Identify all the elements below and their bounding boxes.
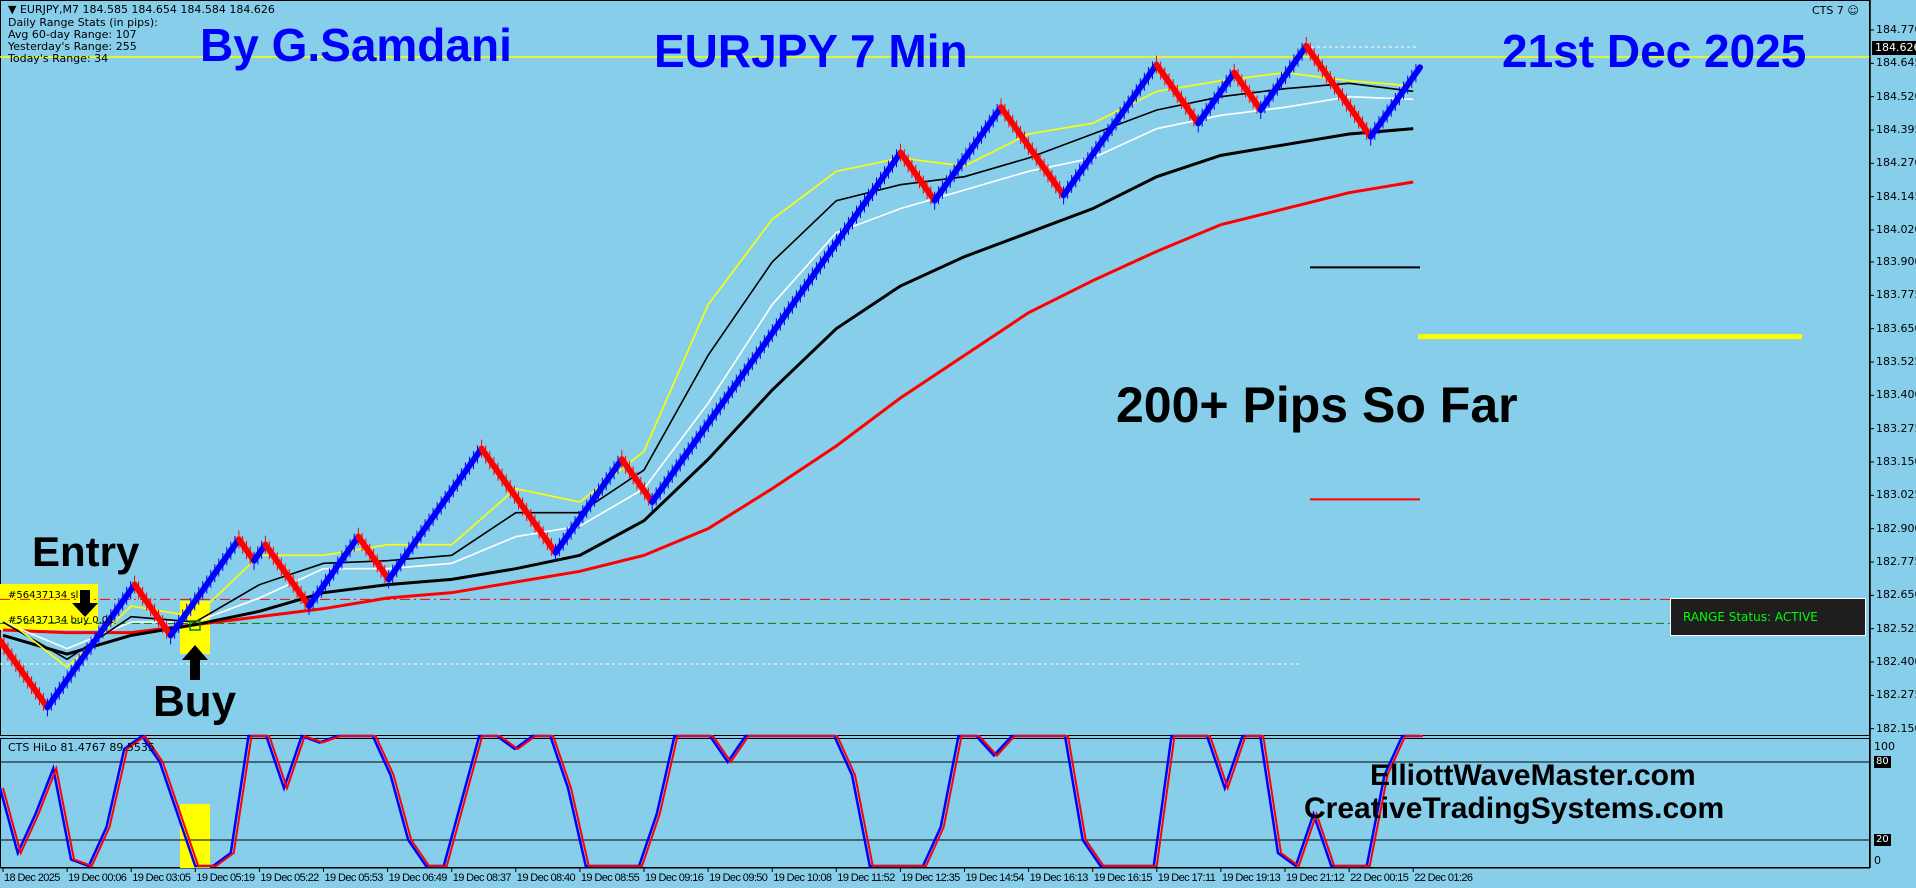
time-tick-label: 19 Dec 16:15 xyxy=(1093,872,1153,884)
price-tick-label: 183.400 xyxy=(1876,388,1916,402)
oscillator-tick-label: 20 xyxy=(1874,834,1891,846)
time-tick-label: 19 Dec 08:37 xyxy=(452,872,512,884)
time-tick-label: 19 Dec 10:08 xyxy=(773,872,832,884)
moving-average-line xyxy=(2,82,1414,661)
moving-average-line xyxy=(2,180,1414,635)
oscillator-pane xyxy=(0,734,1870,869)
time-tick-label: 19 Dec 05:19 xyxy=(196,872,255,884)
price-tick-label: 184.020 xyxy=(1876,223,1916,236)
time-tick-label: 19 Dec 00:06 xyxy=(68,872,127,884)
main-pane-frame xyxy=(0,0,1870,736)
pips-annotation: 200+ Pips So Far xyxy=(1116,377,1518,433)
time-tick-label: 19 Dec 05:22 xyxy=(260,872,319,884)
price-tick-label: 182.525 xyxy=(1876,621,1916,635)
price-tick-label: 183.900 xyxy=(1876,255,1916,268)
stats-title: Daily Range Stats (in pips): xyxy=(8,16,158,29)
oscillator-tick-label: 80 xyxy=(1874,756,1891,768)
down-arrow-icon xyxy=(72,590,98,617)
stop-loss-label: #56437134 sl xyxy=(8,590,79,601)
up-brick-segment xyxy=(931,104,1005,204)
up-brick-segment xyxy=(251,541,269,564)
up-brick-segment xyxy=(552,456,625,556)
time-tick-label: 22 Dec 00:15 xyxy=(1350,872,1409,884)
site2-text: CreativeTradingSystems.com xyxy=(1304,792,1725,825)
entry-annotation: Entry xyxy=(32,528,140,575)
price-tick-label: 182.775 xyxy=(1876,555,1916,568)
time-tick-label: 19 Dec 21:12 xyxy=(1286,872,1345,884)
buy-marker-icon xyxy=(189,620,201,631)
price-tick-label: 183.150 xyxy=(1876,455,1916,468)
time-tick-label: 19 Dec 03:05 xyxy=(132,872,191,884)
author-title: By G.Samdani xyxy=(200,19,512,71)
moving-average-line xyxy=(2,95,1414,650)
time-tick-label: 19 Dec 17:11 xyxy=(1157,872,1216,884)
time-tick-label: 19 Dec 11:52 xyxy=(837,872,895,884)
time-tick-label: 19 Dec 09:16 xyxy=(645,872,704,884)
date-title: 21st Dec 2025 xyxy=(1502,25,1807,77)
price-tick-label: 182.150 xyxy=(1876,721,1916,735)
time-tick-label: 22 Dec 01:26 xyxy=(1414,872,1473,884)
range-status-panel: RANGE Status: ACTIVE xyxy=(1670,598,1866,636)
time-tick-label: 19 Dec 08:55 xyxy=(580,872,640,884)
indicator-badge: CTS 7 ☺ xyxy=(1812,4,1859,17)
oscillator-tick-label: 0 xyxy=(1874,854,1881,867)
oscillator-label: CTS HiLo 81.4767 89.5535 xyxy=(8,741,155,754)
time-tick-label: 19 Dec 08:40 xyxy=(516,872,576,884)
time-tick-label: 19 Dec 19:13 xyxy=(1221,872,1281,884)
price-tick-label: 183.025 xyxy=(1876,488,1916,502)
price-tick-label: 182.275 xyxy=(1876,688,1916,702)
up-brick-segment xyxy=(1195,69,1238,127)
buy-annotation: Buy xyxy=(153,677,237,726)
chart-title: EURJPY 7 Min xyxy=(654,25,968,77)
down-brick-segment xyxy=(262,541,313,610)
down-brick-segment xyxy=(131,581,174,639)
down-brick-segment xyxy=(1231,69,1264,114)
buy-order-label: #56437134 buy 0.01 xyxy=(8,615,115,626)
time-tick-label: 19 Dec 06:49 xyxy=(388,872,448,884)
avg-range: Avg 60-day Range: 107 xyxy=(8,28,137,41)
price-tick-label: 184.520 xyxy=(1876,89,1916,103)
oscillator-tick-label: 100 xyxy=(1874,740,1895,753)
moving-average-line xyxy=(2,127,1414,656)
price-tick-label: 184.645 xyxy=(1876,56,1916,70)
time-tick-label: 19 Dec 09:50 xyxy=(709,872,768,884)
main-price-pane xyxy=(0,0,1874,872)
smiley-icon: ☺ xyxy=(1847,4,1859,17)
price-tick-label: 184.395 xyxy=(1876,123,1916,136)
current-price-label: 184.626 xyxy=(1872,41,1916,55)
up-brick-segment xyxy=(1060,61,1160,199)
oscillator-pane-frame xyxy=(0,738,1870,868)
site1-text: ElliottWaveMaster.com xyxy=(1370,759,1696,792)
up-brick-segment xyxy=(1257,43,1310,114)
down-brick-segment xyxy=(897,149,938,204)
price-tick-label: 183.650 xyxy=(1876,321,1916,335)
indicator-name: CTS 7 xyxy=(1812,4,1844,17)
moving-average-line xyxy=(2,71,1414,669)
price-tick-label: 183.275 xyxy=(1876,421,1916,435)
time-tick-label: 19 Dec 14:54 xyxy=(965,872,1025,884)
price-tick-label: 182.900 xyxy=(1876,521,1916,535)
oscillator-line-blue xyxy=(0,734,1420,869)
today-range: Today's Range: 34 xyxy=(8,52,109,65)
price-tick-label: 182.400 xyxy=(1876,655,1916,668)
price-tick-label: 183.775 xyxy=(1876,288,1916,302)
price-tick-label: 183.525 xyxy=(1876,355,1916,368)
time-tick-label: 19 Dec 05:53 xyxy=(324,872,384,884)
symbol-header: ▼ EURJPY,M7 184.585 184.654 184.584 184.… xyxy=(8,3,275,16)
time-tick-label: 18 Dec 2025 xyxy=(4,872,60,884)
yesterday-range: Yesterday's Range: 255 xyxy=(8,40,137,53)
symbol-quote: EURJPY,M7 184.585 184.654 184.584 184.62… xyxy=(19,3,275,16)
price-tick-label: 184.145 xyxy=(1876,189,1916,203)
price-tick-label: 182.650 xyxy=(1876,588,1916,602)
up-arrow-icon xyxy=(182,645,208,680)
up-brick-segment xyxy=(167,536,242,639)
time-tick-label: 19 Dec 16:13 xyxy=(1029,872,1089,884)
time-tick-label: 19 Dec 12:35 xyxy=(901,872,960,884)
up-brick-segment xyxy=(385,445,485,583)
oscillator-line-red xyxy=(2,734,1423,868)
price-tick-label: 184.770 xyxy=(1876,23,1916,36)
price-tick-label: 184.270 xyxy=(1876,156,1916,170)
